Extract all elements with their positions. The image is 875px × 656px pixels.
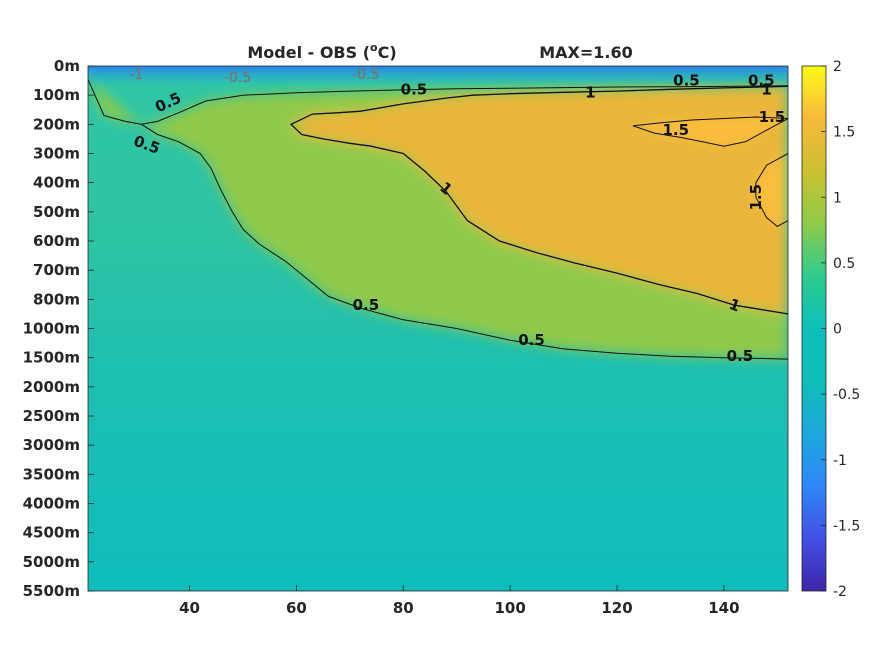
- y-tick-label: 1000m: [23, 320, 80, 338]
- y-tick-label: 700m: [33, 261, 80, 279]
- y-tick-label: 600m: [33, 232, 80, 250]
- y-tick-label: 300m: [33, 145, 80, 163]
- x-tick-label: 40: [179, 599, 200, 617]
- colorbar-axis: 2 1.5 1 0.5 0 -0.5 -1 -1.5 -2: [821, 59, 860, 600]
- y-tick-label: 4000m: [23, 495, 80, 513]
- contour-label: 1.5: [747, 184, 765, 211]
- contour-label: 1.5: [759, 108, 786, 126]
- depth-axis: 0m 100m 200m 300m 400m 500m 600m 700m 800m 1000m 1…: [23, 57, 94, 600]
- colorbar-tick-label: 0.5: [833, 256, 855, 272]
- y-tick-label: 2000m: [23, 378, 80, 396]
- colorbar-tick-label: 0: [833, 322, 842, 338]
- y-tick-label: 3500m: [23, 465, 80, 483]
- y-tick-label: 0m: [54, 57, 80, 75]
- field-region-1.5-deep: [755, 153, 788, 227]
- colorbar-tick-label: 1.5: [833, 125, 855, 141]
- field-region-1: [291, 86, 788, 314]
- contour-label: 0.5: [401, 80, 428, 98]
- contour-label: 0.5: [727, 347, 754, 365]
- y-tick-label: 200m: [33, 115, 80, 133]
- x-tick-label: 140: [708, 599, 739, 617]
- contour-line-0.5: [88, 79, 788, 125]
- x-tick-label: 80: [393, 599, 414, 617]
- contour-label: 0.5: [673, 72, 700, 90]
- y-tick-label: 5500m: [23, 582, 80, 600]
- max-label: MAX=1.60: [539, 43, 633, 62]
- chart-title: Model - OBS (oC): [247, 41, 396, 62]
- colorbar-tick-label: -1: [833, 453, 847, 469]
- contour-line-1: [289, 85, 788, 315]
- x-axis: 40 60 80 100 120 140: [179, 585, 740, 617]
- colorbar-tick-label: 1: [833, 190, 842, 206]
- y-tick-label: 2500m: [23, 407, 80, 425]
- x-tick-label: 120: [601, 599, 632, 617]
- colorbar-tick-label: -0.5: [833, 387, 860, 403]
- y-tick-label: 4500m: [23, 524, 80, 542]
- contour-label: 0.5: [518, 331, 545, 349]
- contour-label: 1: [761, 80, 771, 98]
- surface-cold-band: [88, 66, 788, 86]
- field-region-1.5: [633, 117, 788, 147]
- contour-label-negative: -0.5: [352, 67, 379, 83]
- contour-label: 0.5: [748, 72, 775, 90]
- contour-line-0.5: [141, 123, 788, 360]
- colorbar-tick-label: -2: [833, 584, 847, 600]
- contour-line-1.5: [755, 153, 788, 227]
- y-tick-label: 3000m: [23, 436, 80, 454]
- contour-line-1.5: [632, 116, 788, 147]
- colorbar-tick-label: -1.5: [833, 518, 860, 534]
- y-tick-label: 800m: [33, 290, 80, 308]
- y-tick-label: 1500m: [23, 349, 80, 367]
- colorbar-tick-label: 2: [833, 59, 842, 75]
- y-tick-label: 100m: [33, 86, 80, 104]
- contour-label: 1.5: [662, 121, 689, 139]
- contour-label-negative: -0.5: [224, 70, 251, 86]
- contour-label: 0.5: [353, 296, 380, 314]
- y-tick-label: 400m: [33, 174, 80, 192]
- contour-label: 1: [585, 83, 595, 101]
- x-tick-label: 100: [494, 599, 525, 617]
- y-tick-label: 5000m: [23, 553, 80, 571]
- contour-label-negative: -1: [129, 67, 143, 83]
- x-tick-label: 60: [286, 599, 307, 617]
- y-tick-label: 500m: [33, 203, 80, 221]
- plot-area: 0.5 0.5 0.50.50.50.50.50.51 1111.51.51.5-1-…: [88, 66, 788, 591]
